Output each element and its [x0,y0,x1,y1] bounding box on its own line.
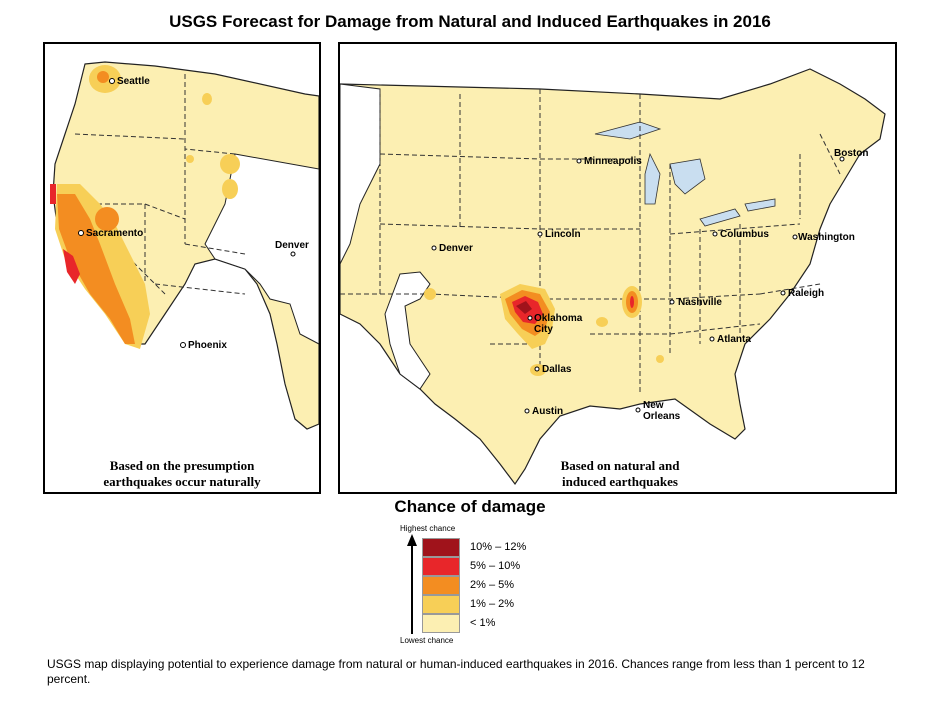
caption-line: earthquakes occur naturally [103,474,261,489]
city-label: Lincoln [545,229,581,240]
legend-swatch-10-12 [422,538,460,557]
us-land [340,68,886,486]
city-label: Orleans [643,411,681,422]
left-map-svg: Seattle Sacramento Denver Phoenix [50,61,319,430]
city-label: Boston [834,148,868,159]
city-label: Seattle [117,76,150,87]
city-label: Denver [439,243,473,254]
city-label: Austin [532,406,563,417]
city-label: New [643,400,664,411]
right-map-caption: Based on natural and induced earthquakes [520,458,720,490]
city-label: Atlanta [717,334,751,345]
left-city-markers: Seattle Sacramento Denver Phoenix [78,76,309,351]
right-hazard-zones [424,284,664,376]
city-label: Minneapolis [584,156,642,167]
caption-line: induced earthquakes [562,474,678,489]
city-label: Nashville [678,297,722,308]
legend-label-2-5: 2% – 5% [470,579,515,591]
right-city-markers: Minneapolis Boston Lincoln Columbus Wash… [431,148,868,422]
legend-label-10-12: 10% – 12% [470,541,527,553]
city-label: Phoenix [188,340,227,351]
city-label: Oklahoma [534,313,583,324]
city-label: Denver [275,240,309,251]
left-map-caption: Based on the presumption earthquakes occ… [45,458,319,490]
map-description: USGS map displaying potential to experie… [47,657,865,686]
unmapped-southwest [384,271,431,390]
right-map-panel: Minneapolis Boston Lincoln Columbus Wash… [338,42,897,494]
legend-swatch-lt1 [422,614,460,633]
city-label: Washington [798,232,855,243]
great-lakes [594,121,776,227]
legend-swatch-1-2 [422,595,460,614]
legend-label-1-2: 1% – 2% [470,598,515,610]
map-title: USGS Forecast for Damage from Natural an… [169,12,771,31]
legend-top-label: Highest chance [400,524,456,533]
unmapped-area [204,153,319,345]
legend-title: Chance of damage [394,497,546,516]
city-label: Dallas [542,364,572,375]
city-label: Columbus [720,229,769,240]
left-map-panel: Seattle Sacramento Denver Phoenix Based … [43,42,321,494]
caption-line: Based on natural and [560,458,680,473]
legend-swatch-5-10 [422,557,460,576]
legend-label-lt1: < 1% [470,617,496,629]
legend-swatch-2-5 [422,576,460,595]
legend-bottom-label: Lowest chance [400,636,454,645]
right-map-svg: Minneapolis Boston Lincoln Columbus Wash… [340,68,886,486]
legend-label-5-10: 5% – 10% [470,560,521,572]
left-hazard-zones [50,65,240,349]
city-label: Sacramento [86,228,143,239]
city-label: City [534,324,553,335]
city-label: Raleigh [788,288,824,299]
caption-line: Based on the presumption [109,458,255,473]
legend-arrow-icon [407,534,417,634]
